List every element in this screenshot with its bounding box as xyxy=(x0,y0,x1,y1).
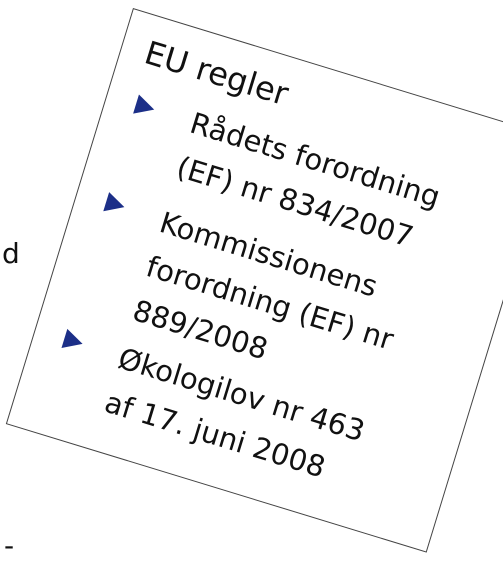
box-title: EU regler xyxy=(140,33,293,114)
text-fragment: - xyxy=(4,529,15,562)
text-fragment: d xyxy=(2,237,20,270)
bullet xyxy=(103,192,128,217)
bullet xyxy=(133,94,158,120)
bullet xyxy=(61,328,86,354)
text-box: EU regler Rådets forordning (EF) nr 834/… xyxy=(5,8,503,553)
